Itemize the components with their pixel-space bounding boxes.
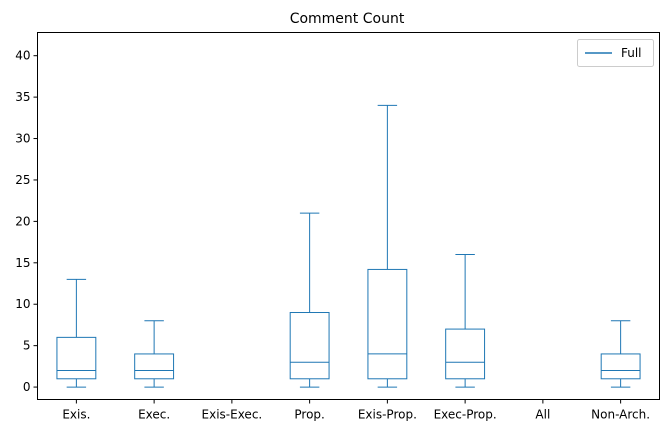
y-tick-label-0: 0 [23, 380, 31, 394]
y-tick-label-30: 30 [15, 132, 30, 146]
iqr-box-exec-prop [445, 328, 486, 380]
x-tick-label-non-arch: Non-Arch. [591, 408, 650, 422]
box-prop [289, 212, 330, 388]
y-tick-label-15: 15 [15, 256, 30, 270]
iqr-box-non-arch [600, 353, 641, 380]
iqr-box-exec [134, 353, 175, 380]
chart-title: Comment Count [290, 11, 405, 27]
y-tick-label-25: 25 [15, 173, 30, 187]
plot-area: 0 5 10 15 20 25 30 35 40 Exis. Exec. Exis-Exec. Prop… [15, 49, 650, 422]
y-tick-label-35: 35 [15, 90, 30, 104]
x-tick-label-exec-prop: Exec-Prop. [434, 408, 497, 422]
box-exec [134, 320, 175, 388]
iqr-box-prop [289, 312, 330, 380]
x-tick-label-all: All [535, 408, 550, 422]
iqr-box-exis-prop [367, 268, 408, 380]
y-tick-label-40: 40 [15, 49, 30, 63]
box-non-arch [600, 320, 641, 388]
y-tick-label-10: 10 [15, 297, 30, 311]
legend-box [577, 39, 654, 67]
legend-label-full: Full [621, 46, 642, 60]
x-tick-label-exec: Exec. [138, 408, 170, 422]
plot-frame [37, 32, 660, 400]
box-exec-prop [445, 254, 486, 388]
x-tick-label-exis-prop: Exis-Prop. [358, 408, 417, 422]
x-tick-label-exis: Exis. [62, 408, 90, 422]
legend: Full [577, 39, 654, 67]
x-tick-label-prop: Prop. [294, 408, 324, 422]
box-exis-prop [367, 104, 408, 388]
box-exis [56, 278, 97, 388]
x-tick-label-exis-exec: Exis-Exec. [202, 408, 263, 422]
iqr-box-exis [56, 336, 97, 380]
y-tick-label-5: 5 [23, 339, 31, 353]
y-tick-label-20: 20 [15, 214, 30, 228]
